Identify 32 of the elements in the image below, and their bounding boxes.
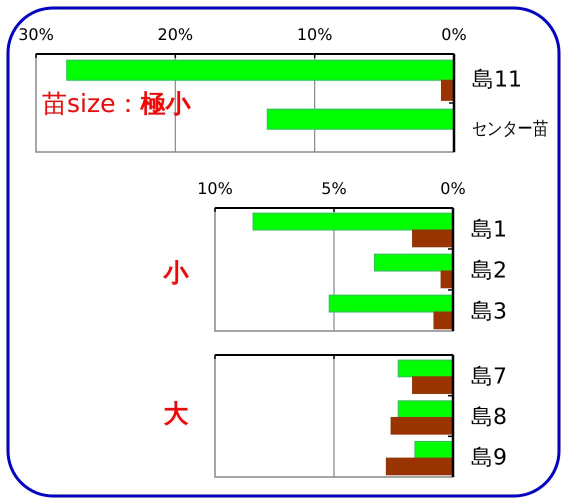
y-tick-label: 島2	[471, 258, 507, 284]
bar	[328, 294, 454, 312]
y-tick-label: 島8	[471, 405, 507, 430]
annotation: 苗size：極小	[42, 89, 192, 118]
x-tick-label: 10%	[296, 25, 332, 44]
bar	[440, 270, 454, 288]
x-tick-label: 10%	[197, 179, 233, 198]
bar	[412, 229, 454, 248]
bar	[252, 212, 454, 230]
bar	[398, 360, 454, 378]
x-tick-label: 5%	[321, 179, 347, 198]
bar	[374, 254, 454, 272]
bar	[433, 311, 454, 330]
x-tick-label: 0%	[440, 179, 466, 198]
y-tick-label: センター苗	[472, 118, 562, 140]
bar	[66, 60, 454, 81]
x-tick-label: 20%	[158, 25, 194, 44]
bar	[398, 400, 454, 418]
bar	[414, 440, 454, 459]
y-tick-label: 島7	[471, 364, 507, 390]
text: 小	[162, 258, 190, 287]
x-tick-label: 0%	[441, 25, 467, 44]
y-tick-label: 島9	[471, 446, 507, 471]
y-tick-label: 島3	[471, 300, 507, 324]
bar	[266, 108, 454, 130]
y-tick-label: 島1	[471, 218, 507, 242]
y-tick-label: 島11	[472, 68, 522, 92]
bar	[412, 376, 454, 394]
text: 大	[164, 399, 190, 428]
x-tick-label: 30%	[18, 25, 54, 44]
bar	[390, 416, 454, 435]
bar	[386, 458, 454, 476]
